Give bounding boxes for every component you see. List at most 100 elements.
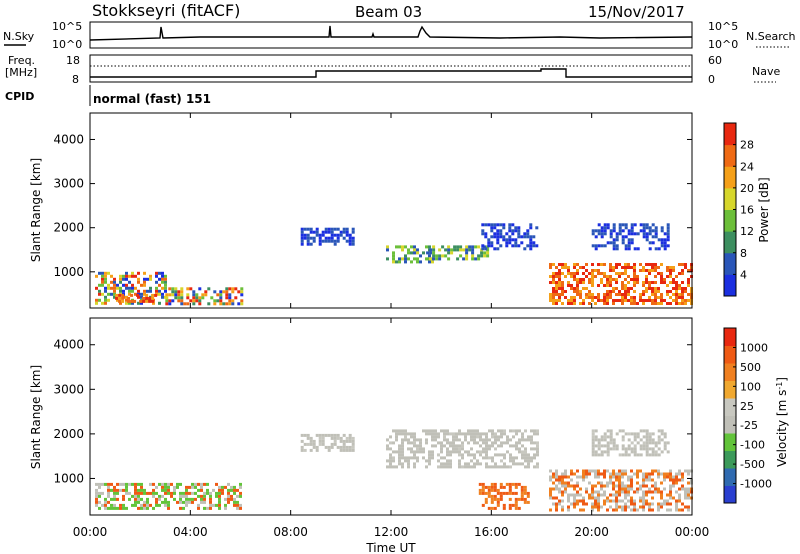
echo-cell: [470, 429, 473, 433]
echo-cell: [324, 236, 328, 240]
echo-cell: [180, 296, 184, 300]
echo-cell: [591, 447, 595, 451]
echo-cell: [198, 299, 202, 303]
echo-cell: [591, 469, 594, 473]
echo-cell: [143, 491, 146, 495]
echo-cell: [630, 226, 634, 230]
echo-cell: [446, 447, 449, 451]
echo-cell: [231, 299, 235, 303]
echo-cell: [407, 462, 410, 466]
echo-cell: [567, 284, 570, 287]
echo-cell: [684, 263, 687, 266]
echo-cell: [434, 432, 437, 436]
echo-cell: [152, 491, 155, 495]
echo-cell: [663, 432, 667, 436]
echo-cell: [327, 230, 331, 234]
echo-cell: [392, 441, 395, 445]
echo-cell: [591, 453, 595, 457]
echo-cell: [654, 235, 658, 239]
echo-cell: [161, 485, 164, 489]
colorbar-swatch: [724, 468, 736, 486]
echo-cell: [588, 281, 591, 284]
echo-cell: [128, 280, 131, 284]
echo-cell: [167, 482, 170, 486]
echo-cell: [461, 447, 464, 451]
echo-cell: [113, 494, 116, 498]
echo-cell: [657, 508, 660, 512]
echo-cell: [570, 469, 573, 473]
echo-cell: [594, 475, 597, 479]
echo-cell: [228, 293, 232, 297]
echo-cell: [648, 505, 651, 509]
echo-cell: [591, 487, 594, 491]
echo-cell: [633, 444, 637, 448]
echo-cell: [579, 266, 582, 269]
echo-cell: [615, 432, 619, 436]
echo-cell: [591, 284, 594, 287]
echo-cell: [564, 487, 567, 491]
echo-cell: [467, 441, 470, 445]
echo-cell: [536, 441, 539, 445]
echo-cell: [687, 281, 690, 284]
echo-cell: [660, 238, 664, 242]
echo-cell: [95, 503, 98, 507]
echo-cell: [481, 503, 485, 507]
echo-cell: [401, 438, 404, 442]
echo-cell: [669, 490, 672, 494]
echo-cell: [164, 488, 167, 492]
echo-cell: [520, 497, 524, 501]
echo-cell: [98, 292, 101, 296]
echo-cell: [167, 503, 170, 507]
echo-cell: [116, 286, 119, 290]
echo-cell: [401, 248, 404, 252]
echo-cell: [642, 223, 646, 227]
echo-cell: [455, 432, 458, 436]
echo-cell: [621, 287, 624, 290]
echo-cell: [576, 469, 579, 473]
echo-cell: [336, 227, 340, 231]
echo-cell: [536, 429, 539, 433]
echo-cell: [182, 506, 185, 510]
echo-cell: [567, 505, 570, 509]
echo-cell: [684, 493, 687, 497]
echo-cell: [312, 239, 316, 243]
echo-cell: [171, 287, 175, 291]
echo-cell: [618, 478, 621, 482]
echo-cell: [330, 233, 334, 237]
echo-cell: [588, 272, 591, 275]
echo-cell: [113, 503, 116, 507]
echo-cell: [651, 490, 654, 494]
echo-cell: [606, 223, 610, 227]
echo-cell: [576, 493, 579, 497]
echo-cell: [591, 450, 595, 454]
echo-cell: [648, 299, 651, 302]
echo-cell: [621, 299, 624, 302]
echo-cell: [660, 429, 664, 433]
echo-cell: [645, 475, 648, 479]
echo-cell: [642, 235, 646, 239]
echo-cell: [452, 450, 455, 454]
echo-cell: [597, 447, 601, 451]
echo-cell: [389, 459, 392, 463]
freq-panel: Freq. [MHz] 18 8 60 0 Nave CPID normal (…: [5, 54, 780, 106]
echo-cell: [561, 505, 564, 509]
echo-cell: [675, 287, 678, 290]
echo-cell: [591, 502, 594, 506]
echo-cell: [561, 272, 564, 275]
echo-cell: [170, 494, 173, 498]
echo-cell: [678, 472, 681, 476]
echo-cell: [582, 508, 585, 512]
echo-cell: [490, 494, 494, 498]
echo-cell: [639, 505, 642, 509]
echo-cell: [505, 482, 509, 486]
echo-cell: [487, 241, 491, 245]
echo-cell: [615, 281, 618, 284]
echo-cell: [687, 493, 690, 497]
echo-cell: [681, 269, 684, 272]
echo-cell: [666, 499, 669, 503]
echo-cell: [351, 436, 355, 440]
echo-cell: [663, 441, 667, 445]
echo-cell: [470, 435, 473, 439]
echo-cell: [561, 293, 564, 296]
colorbar-swatch: [724, 252, 736, 275]
